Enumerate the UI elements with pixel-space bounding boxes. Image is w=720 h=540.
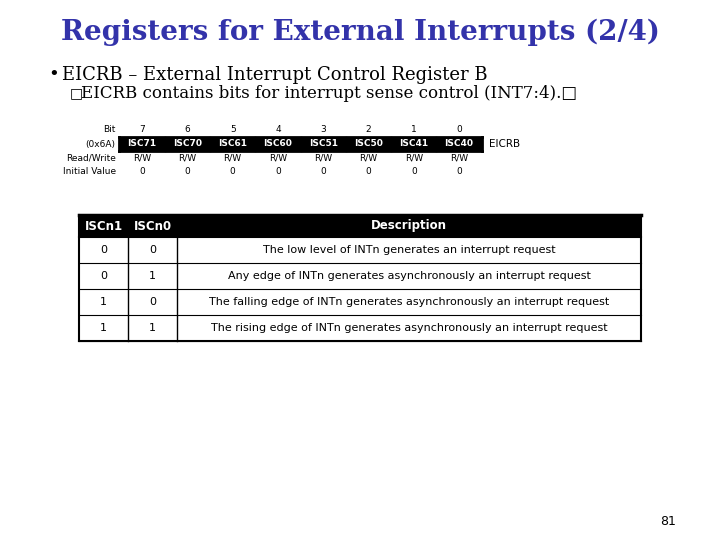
Text: 0: 0	[139, 167, 145, 177]
Text: (0x6A): (0x6A)	[86, 139, 116, 148]
Text: 7: 7	[139, 125, 145, 134]
Text: The low level of INTn generates an interrupt request: The low level of INTn generates an inter…	[263, 245, 555, 255]
Text: ISC50: ISC50	[354, 139, 383, 148]
Bar	[120, 137, 165, 151]
Text: R/W: R/W	[179, 153, 197, 163]
Text: □: □	[70, 86, 83, 100]
Text: 0: 0	[320, 167, 326, 177]
Text: 1: 1	[100, 323, 107, 333]
Text: The rising edge of INTn generates asynchronously an interrupt request: The rising edge of INTn generates asynch…	[211, 323, 608, 333]
Text: 0: 0	[184, 167, 190, 177]
Text: •: •	[49, 66, 60, 84]
Text: 0: 0	[100, 245, 107, 255]
Bar	[165, 137, 210, 151]
Text: 81: 81	[660, 515, 676, 528]
Text: EICRB – External Interrupt Control Register B: EICRB – External Interrupt Control Regis…	[62, 66, 487, 84]
Text: R/W: R/W	[269, 153, 287, 163]
Text: Any edge of INTn generates asynchronously an interrupt request: Any edge of INTn generates asynchronousl…	[228, 271, 590, 281]
Text: 1: 1	[411, 125, 417, 134]
Text: Bit: Bit	[104, 125, 116, 134]
Text: R/W: R/W	[359, 153, 377, 163]
Text: 0: 0	[366, 167, 372, 177]
Text: 0: 0	[230, 167, 235, 177]
Bar	[79, 215, 641, 237]
Text: 5: 5	[230, 125, 235, 134]
Text: 1: 1	[149, 323, 156, 333]
Text: 2: 2	[366, 125, 372, 134]
Text: EICRB: EICRB	[489, 139, 521, 149]
Bar	[210, 137, 256, 151]
Text: Initial Value: Initial Value	[63, 167, 116, 177]
Text: 0: 0	[411, 167, 417, 177]
Text: ISC61: ISC61	[218, 139, 247, 148]
Bar	[79, 289, 641, 315]
Text: Registers for External Interrupts (2/4): Registers for External Interrupts (2/4)	[60, 18, 660, 46]
Text: ISC70: ISC70	[173, 139, 202, 148]
Bar	[79, 263, 641, 289]
Bar	[79, 237, 641, 263]
Text: 4: 4	[275, 125, 281, 134]
Text: 6: 6	[184, 125, 190, 134]
Bar	[436, 137, 482, 151]
Text: 0: 0	[456, 125, 462, 134]
Text: ISC41: ISC41	[399, 139, 428, 148]
Text: R/W: R/W	[314, 153, 332, 163]
Text: 0: 0	[456, 167, 462, 177]
Text: R/W: R/W	[405, 153, 423, 163]
Text: 1: 1	[100, 297, 107, 307]
Text: 0: 0	[275, 167, 281, 177]
Text: R/W: R/W	[133, 153, 151, 163]
Text: ISC40: ISC40	[444, 139, 474, 148]
Text: ISCn1: ISCn1	[84, 219, 122, 233]
Text: 0: 0	[149, 297, 156, 307]
Text: ISC71: ISC71	[127, 139, 157, 148]
Text: R/W: R/W	[450, 153, 468, 163]
Bar	[346, 137, 391, 151]
Bar	[256, 137, 300, 151]
Bar	[391, 137, 436, 151]
Text: The falling edge of INTn generates asynchronously an interrupt request: The falling edge of INTn generates async…	[209, 297, 609, 307]
Text: 1: 1	[149, 271, 156, 281]
Text: Description: Description	[371, 219, 447, 233]
Text: ISCn0: ISCn0	[133, 219, 171, 233]
Text: ISC60: ISC60	[264, 139, 292, 148]
Text: 0: 0	[149, 245, 156, 255]
Text: 3: 3	[320, 125, 326, 134]
Text: ISC51: ISC51	[309, 139, 338, 148]
Bar	[300, 137, 346, 151]
Text: Read/Write: Read/Write	[66, 153, 116, 163]
Text: 0: 0	[100, 271, 107, 281]
Bar	[79, 315, 641, 341]
Text: EICRB contains bits for interrupt sense control (INT7:4).□: EICRB contains bits for interrupt sense …	[81, 84, 577, 102]
Text: R/W: R/W	[224, 153, 242, 163]
